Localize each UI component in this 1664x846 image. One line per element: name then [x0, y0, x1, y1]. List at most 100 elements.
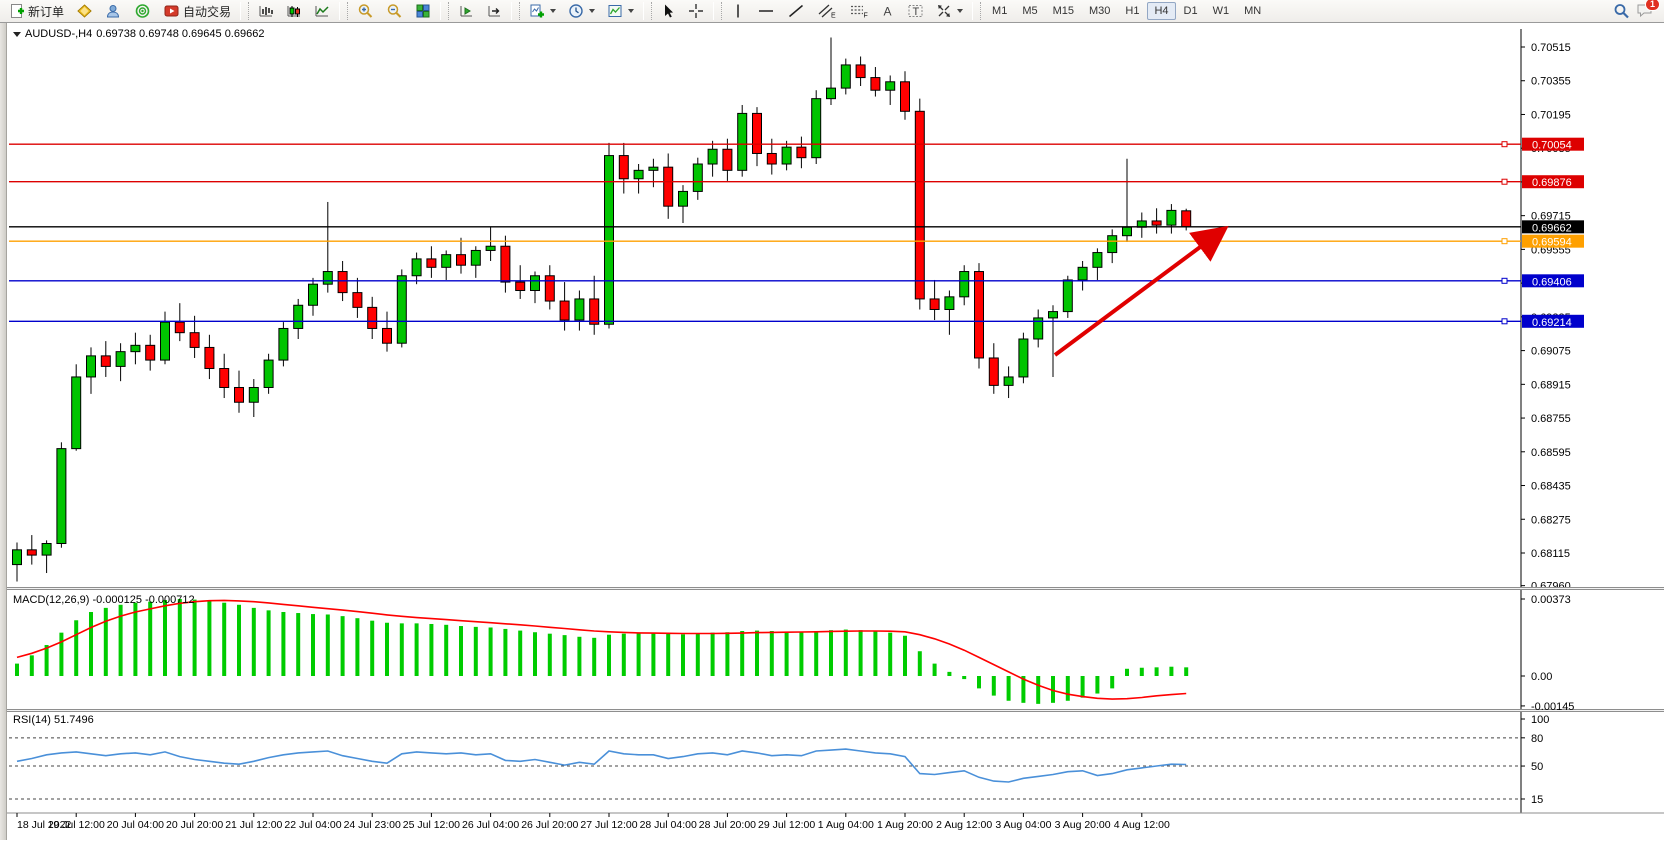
fibonacci-button[interactable]: F	[844, 0, 874, 22]
auto-scroll-button[interactable]	[481, 0, 507, 22]
bear-candle	[856, 65, 865, 78]
timeframe-button-m15[interactable]: M15	[1046, 2, 1081, 20]
line-handle[interactable]	[1502, 278, 1507, 283]
macd-pane-label: MACD(12,26,9) -0.000125 -0.000712	[13, 594, 195, 606]
bear-candle	[516, 282, 525, 290]
bull-candle	[575, 299, 584, 320]
price-chart-canvas[interactable]: 0.705150.703550.701950.700350.698750.697…	[7, 23, 1664, 841]
vertical-line-button[interactable]	[726, 0, 750, 22]
chart-shift-button[interactable]	[453, 0, 479, 22]
line-handle[interactable]	[1502, 239, 1507, 244]
bull-candle	[1019, 339, 1028, 377]
new-order-button[interactable]: 新订单	[4, 0, 69, 22]
rsi-line	[17, 749, 1186, 782]
bull-candle	[605, 156, 614, 325]
price-badge-label: 0.69594	[1532, 237, 1572, 249]
candlestick-chart-icon	[286, 3, 302, 19]
bull-candle	[161, 322, 170, 360]
timeframe-button-h4[interactable]: H4	[1147, 2, 1175, 20]
bull-candle	[945, 297, 954, 310]
search-icon[interactable]	[1613, 3, 1630, 19]
symbol-label: AUDUSD-,H4	[25, 28, 92, 40]
macd-histogram-bar	[1125, 669, 1129, 676]
signals-button[interactable]	[129, 0, 156, 22]
bear-candle	[930, 299, 939, 310]
timeframe-button-mn[interactable]: MN	[1237, 2, 1268, 20]
zoom-in-button[interactable]	[352, 0, 379, 22]
zoom-out-button[interactable]	[381, 0, 408, 22]
price-badge-label: 0.69876	[1532, 177, 1572, 189]
zoom-out-icon	[386, 3, 403, 19]
horizontal-line-button[interactable]	[752, 0, 780, 22]
macd-histogram-bar	[903, 636, 907, 676]
price-badge-label: 0.69662	[1532, 222, 1572, 234]
bear-candle	[368, 307, 377, 328]
template-button[interactable]	[602, 0, 639, 22]
macd-tick-label: 0.00	[1531, 671, 1552, 683]
equidistant-channel-icon: E	[817, 3, 837, 19]
line-handle[interactable]	[1502, 179, 1507, 184]
timeframe-button-m5[interactable]: M5	[1015, 2, 1044, 20]
candlestick-chart-button[interactable]	[281, 0, 307, 22]
window-left-gutter[interactable]	[0, 23, 7, 840]
trend-arrow-annotation[interactable]	[1055, 233, 1219, 355]
timeframe-button-m30[interactable]: M30	[1082, 2, 1117, 20]
macd-histogram-bar	[696, 634, 700, 676]
line-handle[interactable]	[1502, 319, 1507, 324]
macd-histogram-bar	[148, 602, 152, 676]
bar-chart-button[interactable]	[253, 0, 279, 22]
bear-candle	[1182, 211, 1191, 227]
arrows-button[interactable]	[931, 0, 968, 22]
fibonacci-icon: F	[849, 3, 869, 19]
crosshair-button[interactable]	[683, 0, 709, 22]
periods-button[interactable]	[563, 0, 600, 22]
cursor-button[interactable]	[656, 0, 681, 22]
bear-candle	[427, 259, 436, 267]
auto-trading-button[interactable]: 自动交易	[158, 0, 236, 22]
bear-candle	[560, 301, 569, 320]
bull-candle	[827, 88, 836, 99]
text-button[interactable]: A	[876, 0, 900, 22]
toolbar-right: 1	[1613, 2, 1660, 21]
clock-icon	[568, 3, 584, 19]
bull-candle	[1167, 210, 1176, 225]
tile-windows-button[interactable]	[410, 0, 436, 22]
timeframe-button-d1[interactable]: D1	[1177, 2, 1205, 20]
macd-histogram-bar	[281, 612, 285, 676]
macd-histogram-bar	[785, 632, 789, 676]
text-label-button[interactable]: T	[902, 0, 929, 22]
macd-tick-label: 0.00373	[1531, 594, 1571, 606]
line-handle[interactable]	[1502, 142, 1507, 147]
macd-histogram-bar	[474, 627, 478, 676]
timeframe-button-w1[interactable]: W1	[1206, 2, 1237, 20]
bull-candle	[72, 377, 81, 449]
price-tick-label: 0.69075	[1531, 346, 1571, 358]
notification-badge: 1	[1645, 0, 1660, 11]
toolbar-separator	[240, 2, 249, 20]
macd-histogram-bar	[267, 610, 271, 676]
timeframe-button-m1[interactable]: M1	[985, 2, 1014, 20]
bear-candle	[27, 550, 36, 555]
bull-candle	[738, 113, 747, 170]
line-chart-button[interactable]	[309, 0, 335, 22]
macd-label: MACD(12,26,9) -0.000125 -0.000712	[13, 594, 195, 606]
trendline-button[interactable]	[782, 0, 810, 22]
macd-histogram-bar	[918, 651, 922, 676]
market-watch-button[interactable]	[71, 0, 98, 22]
timeframe-button-h1[interactable]: H1	[1118, 2, 1146, 20]
macd-histogram-bar	[1110, 676, 1114, 688]
macd-histogram-bar	[666, 634, 670, 676]
time-tick-label: 24 Jul 23:00	[344, 819, 401, 831]
bull-candle	[87, 356, 96, 377]
macd-histogram-bar	[74, 620, 78, 676]
notifications-button[interactable]: 1	[1636, 2, 1654, 21]
equidistant-channel-button[interactable]: E	[812, 0, 842, 22]
macd-histogram-bar	[415, 623, 419, 676]
accounts-button[interactable]	[100, 0, 127, 22]
macd-histogram-bar	[577, 637, 581, 676]
chart-area[interactable]: AUDUSD-,H4 0.69738 0.69748 0.69645 0.696…	[7, 23, 1664, 840]
dropdown-caret-icon	[550, 9, 556, 13]
time-tick-label: 25 Jul 12:00	[403, 819, 460, 831]
symbol-dropdown-icon[interactable]	[13, 32, 21, 37]
add-indicator-button[interactable]	[524, 0, 561, 22]
